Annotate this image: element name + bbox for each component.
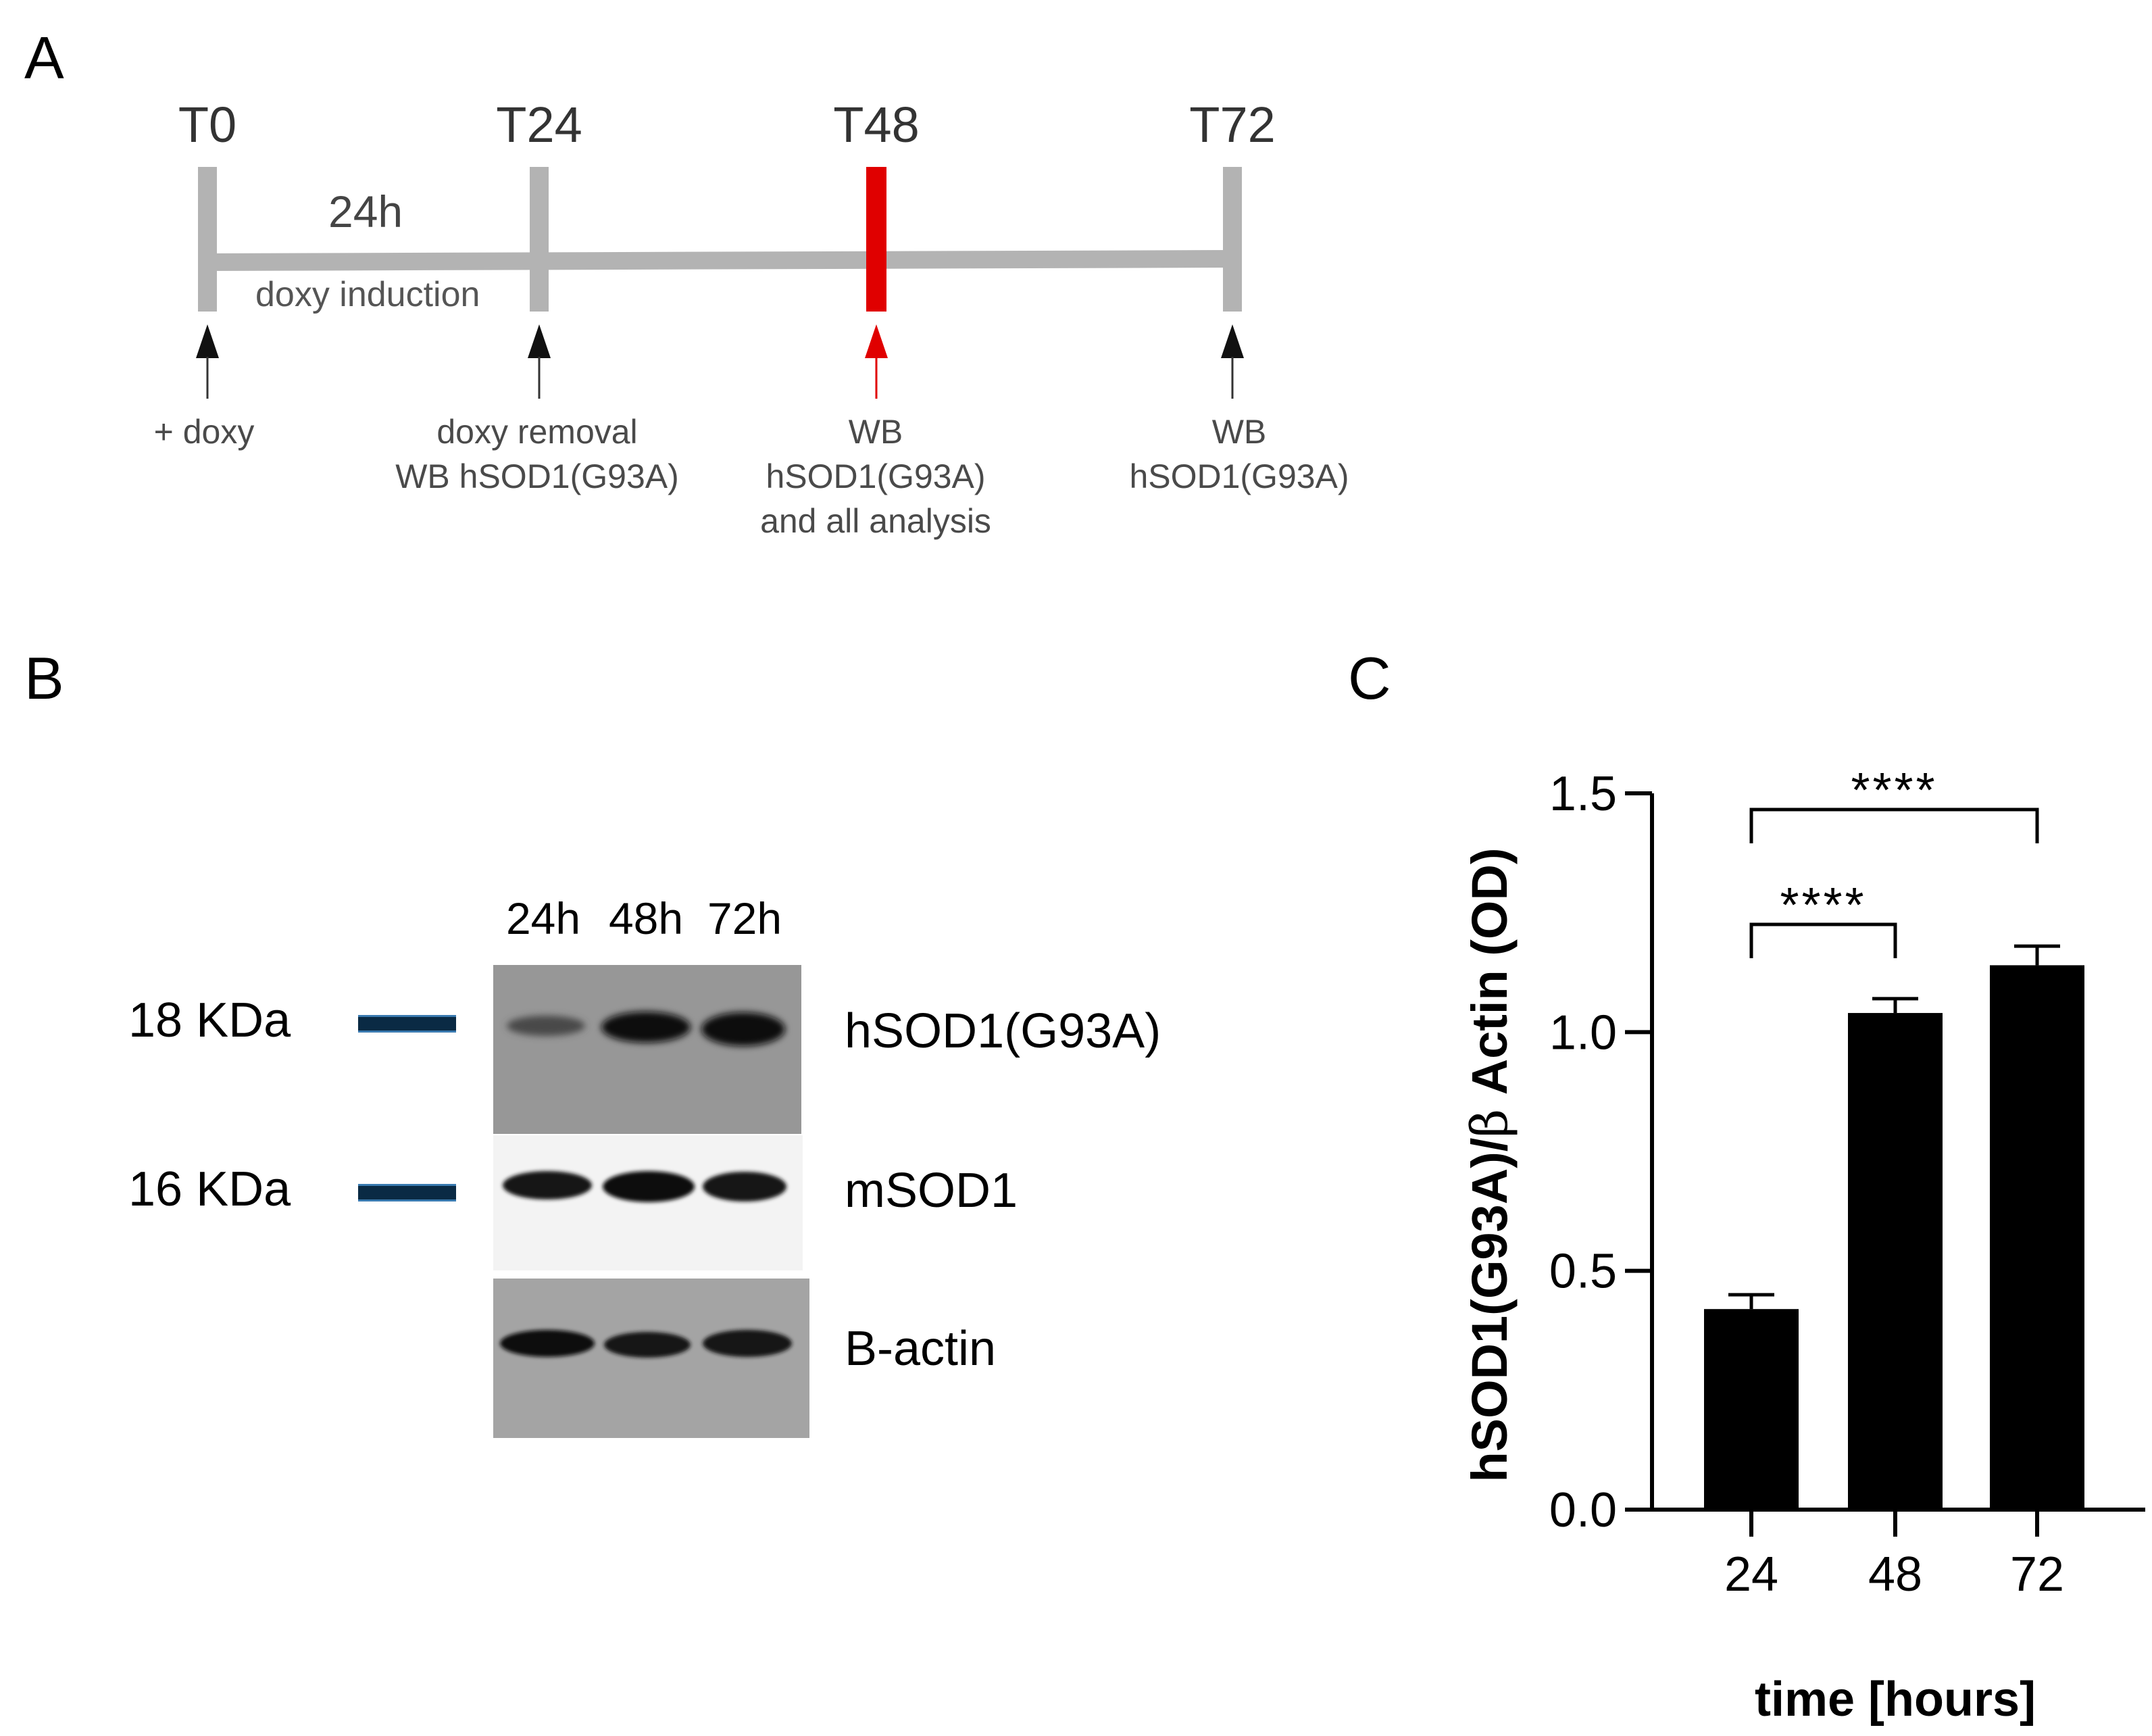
band-hsod1-72h	[701, 1012, 785, 1046]
significance-label-2: ****	[1851, 764, 1937, 818]
arrow-t24	[528, 324, 551, 399]
tick-t72	[1223, 167, 1242, 312]
band-bactin-24h	[500, 1330, 595, 1357]
induction-label: doxy induction	[255, 275, 480, 314]
band-msod1-72h	[703, 1172, 786, 1201]
note-t72: WB hSOD1(G93A)	[1129, 413, 1349, 495]
bar-48	[1848, 1013, 1943, 1510]
band-bactin-48h	[604, 1332, 691, 1358]
lane-label-48h: 48h	[608, 893, 684, 943]
y-tick-label: 0.5	[1549, 1245, 1617, 1299]
row-label-msod1: mSOD1	[845, 1164, 1018, 1218]
panel-label-b: B	[24, 645, 64, 712]
band-msod1-48h	[603, 1171, 695, 1202]
timeline-bar	[202, 250, 1238, 271]
row-label-bactin: B-actin	[845, 1322, 997, 1376]
band-bactin-72h	[703, 1330, 792, 1357]
significance-bracket-2	[1749, 808, 2039, 843]
arrow-t0	[196, 324, 219, 399]
y-axis-title: hSOD1(G93A)/β Actin (OD)	[1461, 847, 1519, 1482]
marker-label-18kda: 18 KDa	[128, 993, 291, 1047]
band-hsod1-48h	[601, 1012, 691, 1043]
significance-bracket-1	[1749, 922, 1897, 958]
duration-label: 24h	[328, 187, 403, 237]
tick-t0	[198, 167, 217, 312]
y-tick-label: 0.0	[1549, 1483, 1617, 1537]
bar-72	[1990, 965, 2084, 1510]
y-axis-title-greek: β	[1461, 1109, 1519, 1138]
marker-label-16kda: 16 KDa	[128, 1162, 291, 1216]
timepoint-label-t72: T72	[1189, 97, 1276, 153]
note-t0: + doxy	[153, 413, 255, 451]
y-tick-label: 1.5	[1549, 767, 1617, 821]
arrow-t72	[1221, 324, 1244, 399]
marker-line-16kda	[358, 1184, 456, 1201]
y-axis-title-main: hSOD1(G93A)/	[1461, 1138, 1518, 1483]
y-axis-title-rest: Actin (OD)	[1461, 847, 1518, 1108]
blot-strip-hsod1	[493, 965, 801, 1134]
x-axis-title: time [hours]	[1755, 1672, 2036, 1727]
tick-t48	[866, 167, 886, 312]
timeline-graphic	[196, 167, 1244, 399]
significance-label-1: ****	[1780, 878, 1866, 933]
band-hsod1-24h	[507, 1016, 585, 1036]
blot-strip-msod1	[493, 1135, 803, 1270]
marker-line-18kda	[358, 1015, 456, 1033]
row-label-hsod1: hSOD1(G93A)	[845, 1004, 1161, 1058]
timepoint-label-t24: T24	[496, 97, 582, 153]
arrow-t48	[865, 324, 888, 399]
timepoint-label-t48: T48	[833, 97, 920, 153]
chart-plot: 0.0 0.5 1.0 1.5 24 48 72 **** **** time [hours] hS…	[1461, 764, 2145, 1727]
bar-24	[1704, 1309, 1799, 1510]
tick-t24	[530, 167, 549, 312]
blot-strip-bactin	[493, 1279, 809, 1438]
blot-image	[493, 965, 809, 1438]
x-tick-label-48: 48	[1868, 1547, 1922, 1602]
panel-label-a: A	[24, 24, 64, 91]
x-tick-label-24: 24	[1724, 1547, 1778, 1602]
y-tick-label: 1.0	[1549, 1006, 1617, 1060]
lane-label-24h: 24h	[505, 893, 581, 943]
band-msod1-24h	[503, 1171, 592, 1199]
panel-label-c: C	[1348, 645, 1391, 712]
lane-label-72h: 72h	[707, 893, 782, 943]
timepoint-label-t0: T0	[178, 97, 237, 153]
note-t24: doxy removal WB hSOD1(G93A)	[395, 413, 679, 495]
note-t48: WB hSOD1(G93A) and all analysis	[760, 413, 991, 540]
x-tick-label-72: 72	[2010, 1547, 2064, 1602]
bar-chart: 0.0 0.5 1.0 1.5 24 48 72 **** **** time [hours] hS…	[1461, 764, 2145, 1727]
